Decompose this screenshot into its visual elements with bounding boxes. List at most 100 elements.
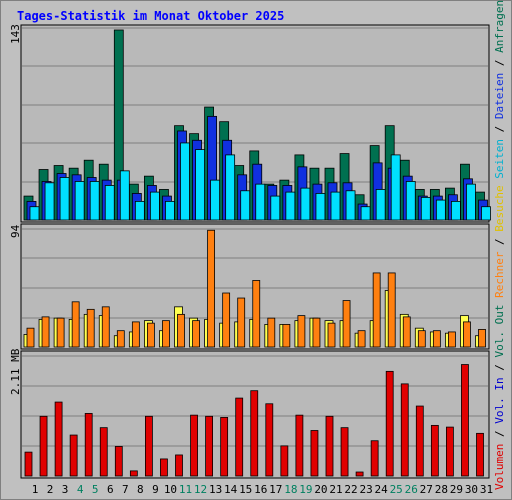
panel-requests-bars — [23, 29, 491, 221]
bar-volumen-day-4 — [69, 434, 78, 477]
bar-seiten-day-1 — [29, 206, 40, 221]
bar-rechner-day-31 — [478, 329, 486, 348]
legend-sep-5: / — [493, 53, 506, 73]
bar-volumen-day-2 — [39, 415, 48, 477]
bar-volumen-day-19 — [295, 414, 304, 477]
bar-rechner-day-28 — [432, 330, 441, 348]
x-tick-label: 30 — [465, 483, 478, 496]
x-tick-label: 25 — [390, 483, 403, 496]
bar-seiten-day-26 — [405, 181, 416, 221]
bar-seiten-day-29 — [450, 200, 461, 221]
x-tick-label: 1 — [32, 483, 39, 496]
bar-volumen-day-21 — [325, 415, 334, 477]
x-tick-label: 26 — [405, 483, 418, 496]
bar-rechner-day-3 — [56, 317, 65, 348]
x-tick-label: 29 — [450, 483, 463, 496]
x-tick-label: 3 — [62, 483, 69, 496]
bar-seiten-day-30 — [466, 183, 476, 221]
bar-seiten-day-18 — [285, 191, 296, 221]
bar-seiten-day-13 — [210, 179, 221, 221]
bar-volumen-day-30 — [461, 364, 469, 477]
x-tick-label: 17 — [269, 483, 282, 496]
bar-rechner-day-17 — [267, 317, 276, 348]
bar-seiten-day-20 — [315, 193, 326, 221]
bar-volumen-day-9 — [144, 415, 153, 477]
bar-rechner-day-4 — [71, 301, 80, 348]
bar-seiten-day-6 — [104, 185, 115, 221]
bar-seiten-day-9 — [149, 191, 160, 221]
legend-vertical: Volumen / Vol. In / Vol. Out Rechner / B… — [493, 0, 506, 490]
bar-seiten-day-8 — [134, 200, 145, 221]
bar-seiten-day-24 — [375, 189, 386, 221]
bar-volumen-day-25 — [385, 370, 394, 477]
x-tick-label: 15 — [239, 483, 252, 496]
svg-text:Volumen / Vol. In / Vol. Out: Volumen / Vol. In / Vol. Out Rechner / B… — [493, 0, 506, 490]
bar-rechner-day-23 — [357, 330, 366, 348]
x-tick-label: 8 — [137, 483, 144, 496]
bar-volumen-day-8 — [129, 470, 138, 477]
bar-rechner-day-8 — [131, 321, 140, 348]
bar-rechner-day-29 — [447, 331, 456, 348]
bar-rechner-day-18 — [282, 324, 291, 348]
bar-seiten-day-15 — [240, 190, 251, 221]
legend-volumen: Volumen — [493, 444, 506, 490]
x-tick-label: 16 — [254, 483, 267, 496]
panel-visits-bars — [23, 229, 486, 348]
panel-visits-ymax: 94 — [9, 224, 22, 238]
x-tick-label: 24 — [375, 483, 389, 496]
bar-volumen-day-28 — [430, 424, 439, 477]
bar-rechner-day-9 — [146, 322, 155, 348]
x-tick-label: 9 — [152, 483, 159, 496]
bar-volumen-day-17 — [265, 403, 274, 477]
bar-seiten-day-25 — [390, 154, 401, 221]
bar-seiten-day-17 — [270, 195, 281, 221]
bar-volumen-day-18 — [280, 445, 289, 477]
bar-seiten-day-28 — [435, 199, 446, 221]
legend-dateien: Dateien — [493, 73, 506, 119]
bar-volumen-day-12 — [190, 414, 198, 477]
bar-volumen-day-15 — [235, 397, 244, 477]
bar-rechner-day-19 — [297, 315, 306, 348]
x-tick-label: 5 — [92, 483, 99, 496]
panel-volume: 2.11 MB — [9, 348, 490, 479]
x-tick-label: 20 — [314, 483, 327, 496]
bar-rechner-day-2 — [41, 316, 50, 348]
bar-seiten-day-12 — [195, 149, 205, 221]
x-tick-label: 2 — [47, 483, 54, 496]
bar-seiten-day-14 — [225, 154, 236, 221]
x-tick-label: 19 — [299, 483, 312, 496]
bar-rechner-day-14 — [222, 292, 231, 348]
bar-volumen-day-24 — [370, 440, 379, 477]
x-tick-label: 4 — [77, 483, 84, 496]
bar-rechner-day-24 — [372, 272, 381, 348]
bar-rechner-day-16 — [252, 280, 261, 348]
x-tick-label: 12 — [194, 483, 207, 496]
legend-besuche: Besuche — [493, 185, 506, 231]
x-tick-label: 28 — [435, 483, 448, 496]
bar-rechner-day-27 — [417, 330, 426, 348]
x-tick-label: 6 — [107, 483, 114, 496]
bar-rechner-day-15 — [237, 297, 246, 348]
legend-sep-4: / — [493, 119, 506, 139]
bar-rechner-day-1 — [26, 327, 35, 348]
bar-rechner-day-26 — [402, 316, 411, 348]
bar-seiten-day-10 — [165, 200, 175, 221]
legend-sep-2: / — [493, 358, 506, 378]
x-tick-label: 27 — [420, 483, 433, 496]
bar-volumen-day-26 — [400, 383, 409, 477]
bar-rechner-day-6 — [101, 306, 110, 348]
x-tick-label: 11 — [179, 483, 192, 496]
bar-volumen-day-13 — [205, 415, 214, 477]
bar-seiten-day-23 — [360, 206, 371, 221]
bar-volumen-day-6 — [99, 427, 108, 477]
bar-seiten-day-5 — [89, 181, 100, 221]
x-tick-label: 22 — [344, 483, 357, 496]
bar-seiten-day-27 — [420, 197, 431, 221]
legend-seiten: Seiten — [493, 139, 506, 179]
x-tick-label: 18 — [284, 483, 297, 496]
legend-sep-3: / — [493, 232, 506, 252]
legend-sep-1: / — [493, 424, 506, 444]
bar-seiten-day-4 — [74, 181, 85, 221]
bar-rechner-day-13 — [207, 229, 216, 348]
